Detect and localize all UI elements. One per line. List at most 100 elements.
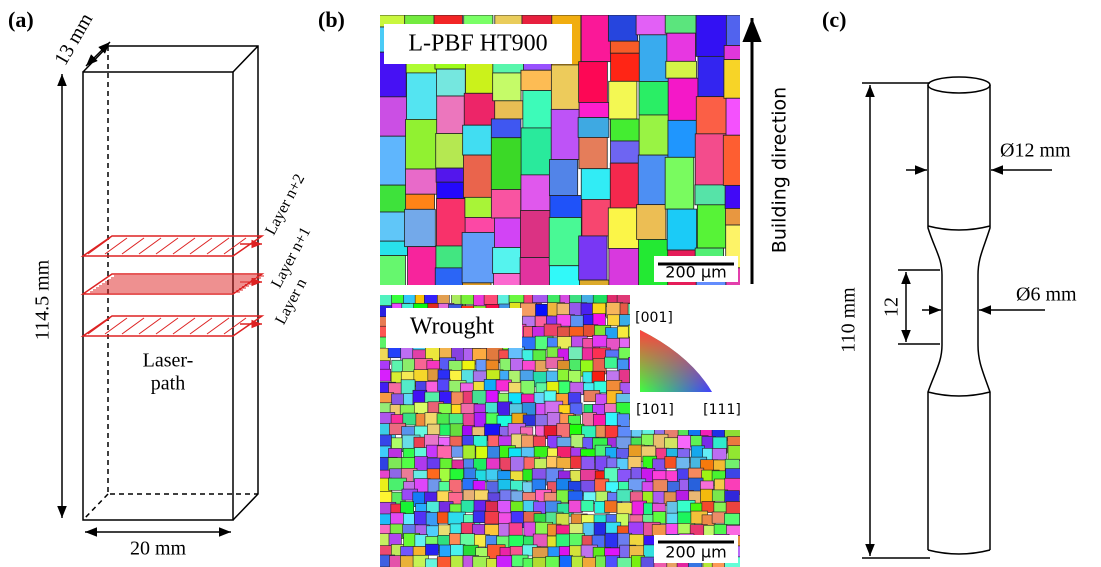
panel-label: (b) (318, 7, 345, 32)
grain (713, 369, 729, 385)
grain (702, 303, 719, 316)
grain (639, 115, 669, 155)
grain (521, 128, 553, 175)
grain (579, 102, 613, 117)
grain (715, 358, 732, 372)
grain (570, 292, 583, 304)
layers (83, 236, 264, 336)
grain (465, 217, 498, 232)
grain (713, 327, 728, 343)
laser-track (190, 238, 212, 254)
grain (437, 69, 466, 96)
laser-track (156, 238, 178, 254)
grain (581, 456, 595, 469)
map-title: Wrought (410, 314, 495, 340)
laser-track (122, 238, 144, 254)
grain (544, 391, 556, 402)
grain (491, 138, 521, 190)
grain (406, 194, 435, 209)
grain (695, 185, 726, 205)
grain (406, 169, 439, 194)
grain (726, 15, 760, 45)
grain (678, 335, 693, 346)
block (83, 46, 258, 520)
grain (653, 291, 669, 303)
grain (460, 534, 474, 546)
laser-track (207, 318, 229, 334)
grain (703, 327, 718, 340)
grain (695, 134, 727, 185)
scale-label: 200 µm (665, 263, 726, 282)
grain (509, 292, 525, 303)
grain (605, 357, 618, 368)
panel-c: (c) Ø12 mm Ø6 mm 12 110 mm (822, 7, 1077, 558)
grain (678, 405, 693, 419)
grain (549, 218, 581, 266)
grain (493, 73, 521, 101)
grain (427, 424, 440, 435)
ipf-label: [111] (703, 402, 741, 418)
grain (450, 424, 463, 437)
grain (696, 97, 727, 134)
grain (378, 136, 410, 185)
grain (724, 305, 740, 318)
laser-track (156, 318, 178, 334)
grain (726, 336, 743, 353)
grain (728, 446, 744, 461)
laser-track (190, 318, 212, 334)
grain (593, 335, 607, 347)
grain (640, 294, 655, 309)
grain (665, 325, 677, 337)
grain (690, 306, 708, 322)
grain (690, 316, 706, 331)
grain (486, 458, 499, 469)
dimension (86, 42, 110, 66)
grain (726, 98, 754, 135)
grain (534, 446, 549, 457)
grain (704, 337, 719, 349)
grain (726, 382, 741, 393)
grain (664, 416, 678, 430)
grain (678, 414, 693, 427)
grain (485, 512, 499, 524)
laser-path-label: Laser- (143, 350, 194, 372)
grain (728, 317, 743, 332)
grain (520, 210, 550, 257)
grain (609, 81, 637, 119)
grain (550, 195, 582, 217)
grain (611, 53, 644, 81)
grain (546, 556, 559, 567)
grain (437, 446, 452, 459)
grain (407, 73, 439, 120)
grain (690, 292, 704, 306)
grain (436, 134, 466, 169)
laser-track (224, 238, 246, 254)
grain (509, 523, 522, 537)
grain (569, 347, 583, 360)
grain (702, 293, 716, 305)
grain (679, 315, 696, 330)
grain (666, 61, 697, 78)
grain (636, 15, 667, 35)
grain (520, 258, 552, 286)
grain (725, 423, 742, 438)
grain (378, 369, 391, 381)
grain (724, 513, 739, 524)
grain (581, 169, 613, 200)
grain (437, 182, 466, 198)
grain (725, 292, 739, 308)
grain (696, 15, 728, 56)
ipf-label: [101] (636, 402, 674, 418)
depth-label: 13 mm (50, 9, 97, 69)
grain (715, 348, 728, 364)
gauge-diameter: Ø6 mm (1016, 284, 1077, 306)
grain (617, 490, 632, 502)
grain (690, 339, 706, 355)
grain (689, 325, 706, 339)
grip-diameter: Ø12 mm (1000, 140, 1071, 162)
grain (677, 393, 690, 406)
grain (700, 316, 717, 333)
scale-label: 200 µm (665, 543, 726, 562)
grain (549, 160, 577, 196)
panel-label: (a) (8, 7, 34, 32)
